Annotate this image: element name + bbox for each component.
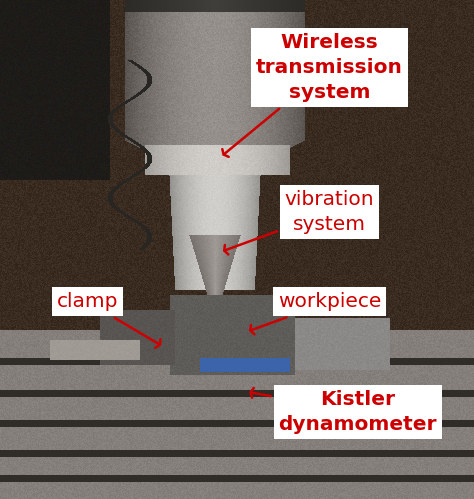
Text: vibration
system: vibration system	[224, 190, 374, 254]
Text: clamp: clamp	[57, 292, 160, 348]
Text: Kistler
dynamometer: Kistler dynamometer	[251, 388, 437, 434]
Text: workpiece: workpiece	[250, 292, 381, 334]
Text: Wireless
transmission
system: Wireless transmission system	[222, 33, 403, 157]
